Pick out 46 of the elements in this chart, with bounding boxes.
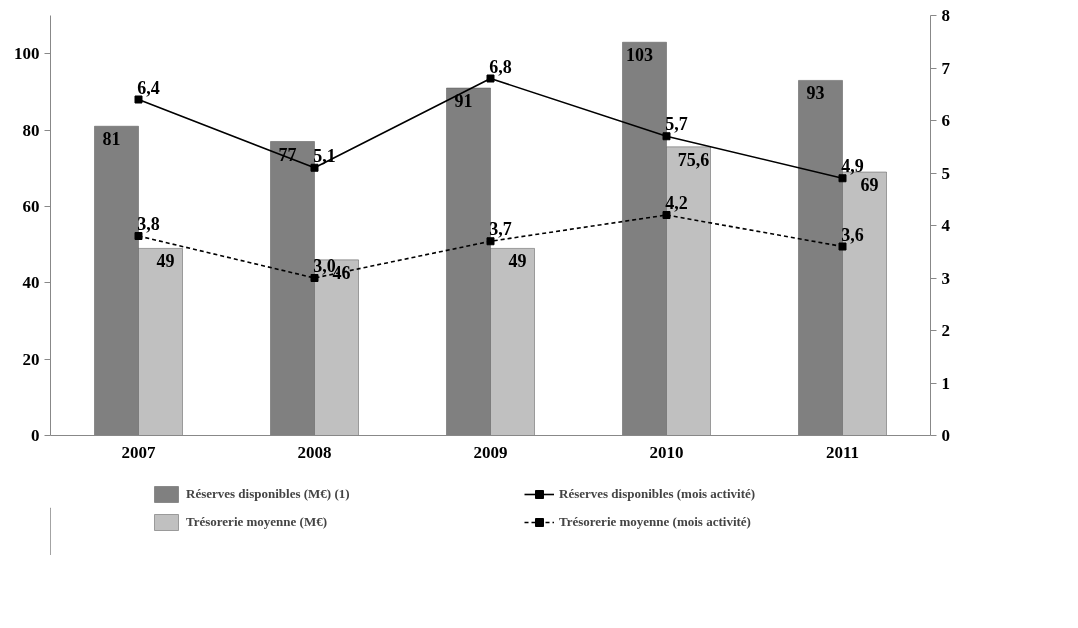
legend-label: Réserves disponibles (M€) (1)	[186, 485, 351, 502]
y2-tick-label: 4	[941, 216, 951, 235]
x-tick-label: 2007	[121, 442, 156, 462]
data-label: 75,6	[677, 149, 710, 170]
data-label: 3,8	[137, 214, 160, 234]
data-label: 93	[806, 83, 825, 104]
data-label: 3,7	[489, 219, 512, 240]
legend-label: Réserves disponibles (mois activité)	[559, 485, 757, 502]
y-tick-label: 60	[22, 196, 40, 216]
data-label: 49	[508, 251, 527, 272]
y-tick-label: 40	[22, 273, 40, 293]
data-label: 91	[454, 91, 473, 112]
y2-tick-label: 0	[941, 426, 950, 445]
x-tick-label: 2009	[473, 442, 508, 462]
legend-label: Trésorerie moyenne (M€)	[186, 513, 329, 530]
y2-tick-label: 5	[941, 163, 950, 183]
data-label: 4,9	[841, 156, 864, 177]
data-label: 49	[156, 251, 175, 272]
point	[134, 232, 143, 240]
data-label: 69	[860, 175, 879, 196]
y-tick-label: 80	[22, 120, 40, 140]
x-tick-label: 2011	[825, 442, 860, 462]
point	[486, 237, 495, 246]
x-tick-label: 2008	[297, 442, 332, 462]
point	[662, 211, 671, 219]
data-label: 5,7	[665, 114, 688, 135]
y-tick-label: 0	[31, 426, 40, 445]
y2-tick-label: 1	[941, 373, 950, 393]
data-label: 6,8	[489, 56, 512, 77]
y2-tick-label: 6	[941, 111, 950, 130]
data-label: 3,6	[841, 224, 864, 245]
data-label: 6,4	[137, 77, 160, 98]
y2-tick-label: 2	[941, 321, 950, 340]
y-tick-label: 20	[22, 349, 40, 369]
x-tick-label: 2010	[649, 442, 684, 462]
y2-tick-label: 7	[941, 58, 951, 78]
point	[310, 274, 319, 282]
data-label: 81	[102, 129, 121, 150]
data-label: 103	[626, 45, 653, 66]
data-label: 4,2	[665, 193, 688, 213]
y2-tick-label: 8	[941, 6, 950, 25]
legend-label: Trésorerie moyenne (mois activité)	[559, 513, 752, 530]
y-tick-label: 100	[14, 44, 40, 64]
point	[662, 132, 671, 141]
point	[838, 174, 847, 183]
y2-tick-label: 3	[941, 268, 950, 288]
